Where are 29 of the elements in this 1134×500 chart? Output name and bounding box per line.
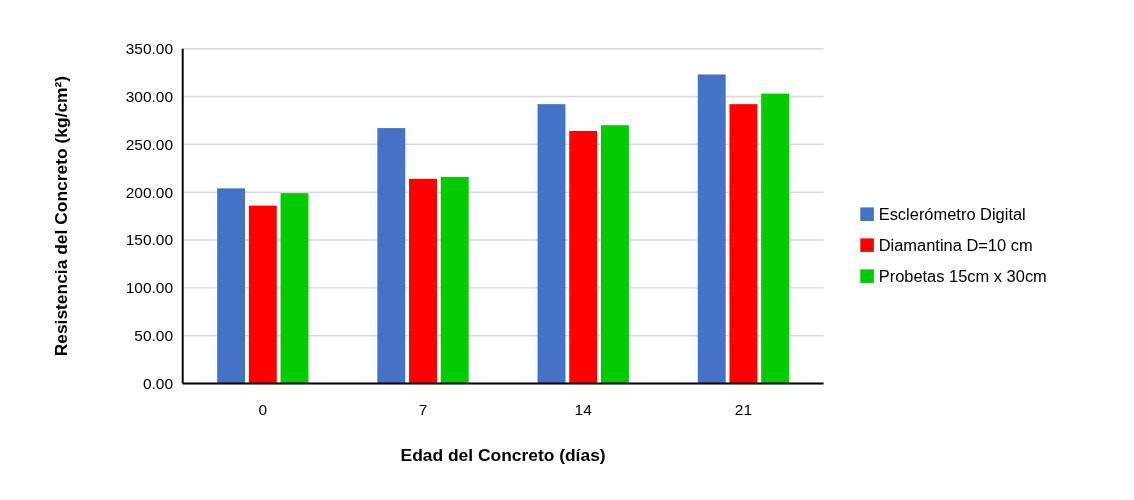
y-tick-label: 300.00 — [125, 87, 174, 105]
bar — [729, 104, 758, 384]
y-tick-label: 150.00 — [125, 231, 174, 249]
x-tick-label: 0 — [258, 400, 268, 418]
bar — [377, 128, 406, 384]
y-tick-label: 100.00 — [125, 279, 174, 297]
y-tick-label: 50.00 — [134, 327, 174, 345]
bar — [248, 205, 277, 384]
bar — [280, 193, 309, 384]
y-tick-label: 0.00 — [142, 375, 174, 392]
x-tick-label: 14 — [574, 400, 593, 418]
y-tick-label: 250.00 — [125, 135, 174, 153]
bar — [409, 178, 437, 384]
legend-label: Probetas 15cm x 30cm — [878, 266, 1047, 285]
bar — [697, 74, 726, 384]
bar — [600, 125, 629, 384]
bar — [569, 130, 598, 384]
y-tick-label: 200.00 — [125, 183, 174, 201]
bar — [217, 188, 246, 384]
x-tick-label: 7 — [418, 400, 428, 418]
bar — [440, 176, 469, 384]
y-tick-label: 350.00 — [125, 40, 174, 58]
legend-label: Esclerómetro Digital — [878, 204, 1026, 223]
x-tick-label: 21 — [734, 400, 753, 418]
y-axis-title: Resistencia del Concreto (kg/cm²) — [50, 75, 71, 357]
bar — [761, 93, 790, 384]
legend-label: Diamantina D=10 cm — [878, 235, 1033, 254]
x-axis-title: Edad del Concreto (días) — [400, 445, 606, 466]
bar — [537, 104, 566, 384]
